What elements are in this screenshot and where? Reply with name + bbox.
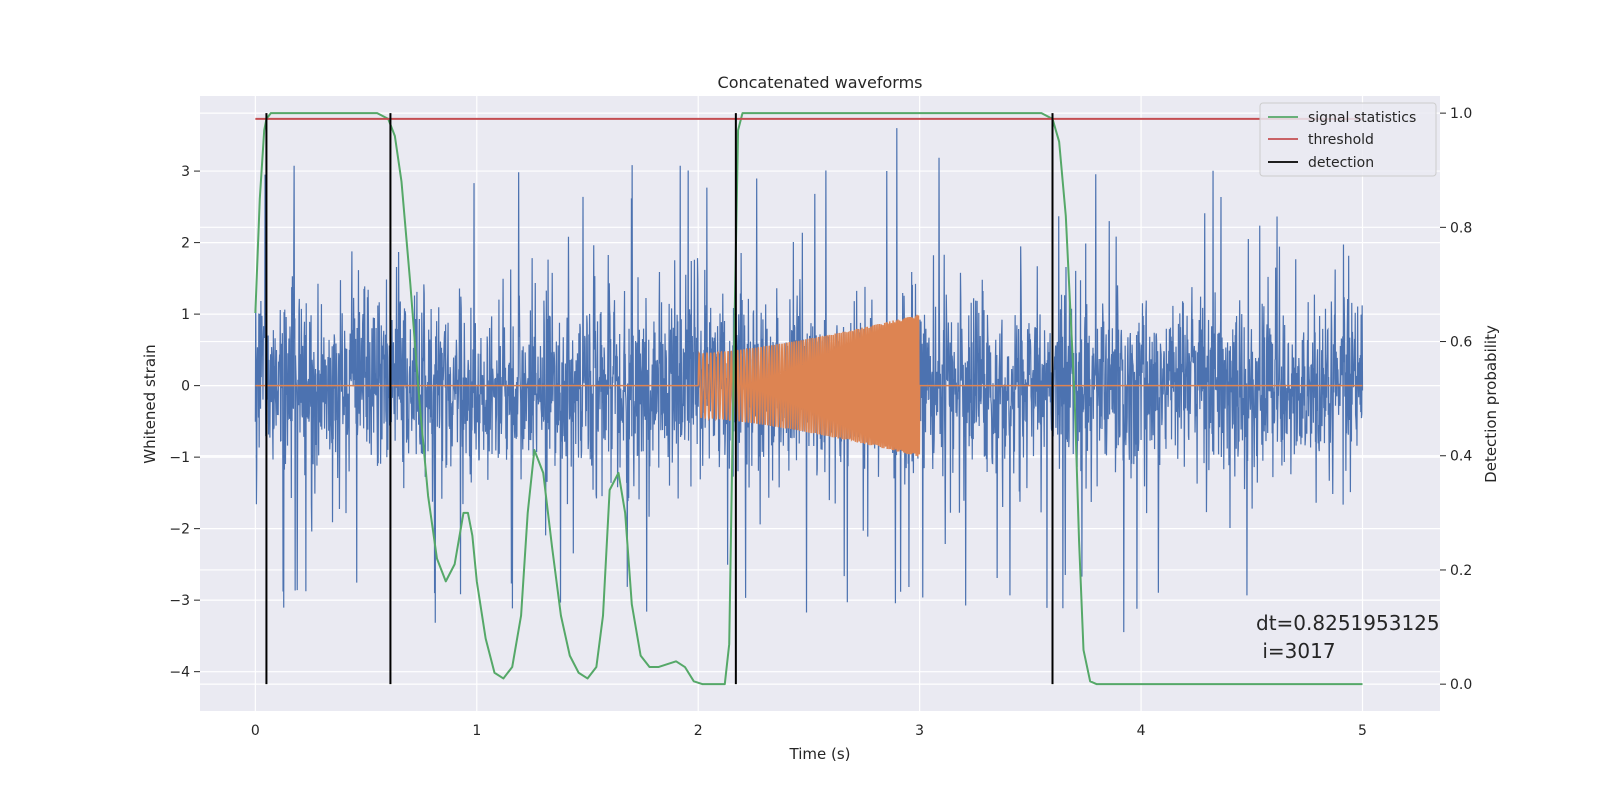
y-axis-label: Whitened strain <box>141 344 159 463</box>
y2-tick-label: 0.6 <box>1450 335 1472 351</box>
y-tick-label: −2 <box>169 522 190 538</box>
y-tick-label: 3 <box>181 164 190 180</box>
x-tick-label: 3 <box>915 723 924 739</box>
chart-marks <box>254 112 1364 686</box>
legend-box <box>1259 102 1437 177</box>
x-tick-label: 0 <box>251 723 260 739</box>
tick-labels: 0 1 2 3 4 5 −4 −3 −2 −1 0 1 2 3 0.0 0.2 0.4 0.6 0.8 1.0 <box>169 106 1472 739</box>
annotation-i: i=3017 <box>1256 639 1336 663</box>
legend-label-threshold: threshold <box>1308 132 1374 148</box>
annotation-dt: dt=0.8251953125 <box>1256 611 1440 635</box>
x-tick-label: 1 <box>472 723 481 739</box>
x-tick-label: 2 <box>694 723 703 739</box>
y2-axis-label: Detection probability <box>1482 325 1500 483</box>
x-tick-label: 5 <box>1358 723 1367 739</box>
y-tick-label: −4 <box>169 665 190 681</box>
series-line-whitened-strain <box>254 128 1364 633</box>
grid <box>200 96 1440 711</box>
x-tick-label: 4 <box>1137 723 1146 739</box>
legend: signal statistics threshold detection <box>1259 102 1437 177</box>
y-tick-label: 0 <box>181 379 190 395</box>
y2-tick-label: 0.0 <box>1450 677 1472 693</box>
y2-tick-label: 0.2 <box>1450 563 1472 579</box>
legend-label-detection: detection <box>1308 155 1374 171</box>
y2-tick-label: 0.8 <box>1450 220 1472 236</box>
y-tick-label: 2 <box>181 236 190 252</box>
y2-tick-label: 1.0 <box>1450 106 1472 122</box>
y-tick-label: −3 <box>169 593 190 609</box>
x-axis-label: Time (s) <box>789 745 851 763</box>
y-tick-label: 1 <box>181 307 190 323</box>
series-line-signal-statistics <box>254 112 1363 686</box>
y-tick-label: −1 <box>169 450 190 466</box>
legend-label-signal-statistics: signal statistics <box>1308 110 1416 126</box>
y2-tick-label: 0.4 <box>1450 449 1472 465</box>
chart-title: Concatenated waveforms <box>718 73 923 92</box>
